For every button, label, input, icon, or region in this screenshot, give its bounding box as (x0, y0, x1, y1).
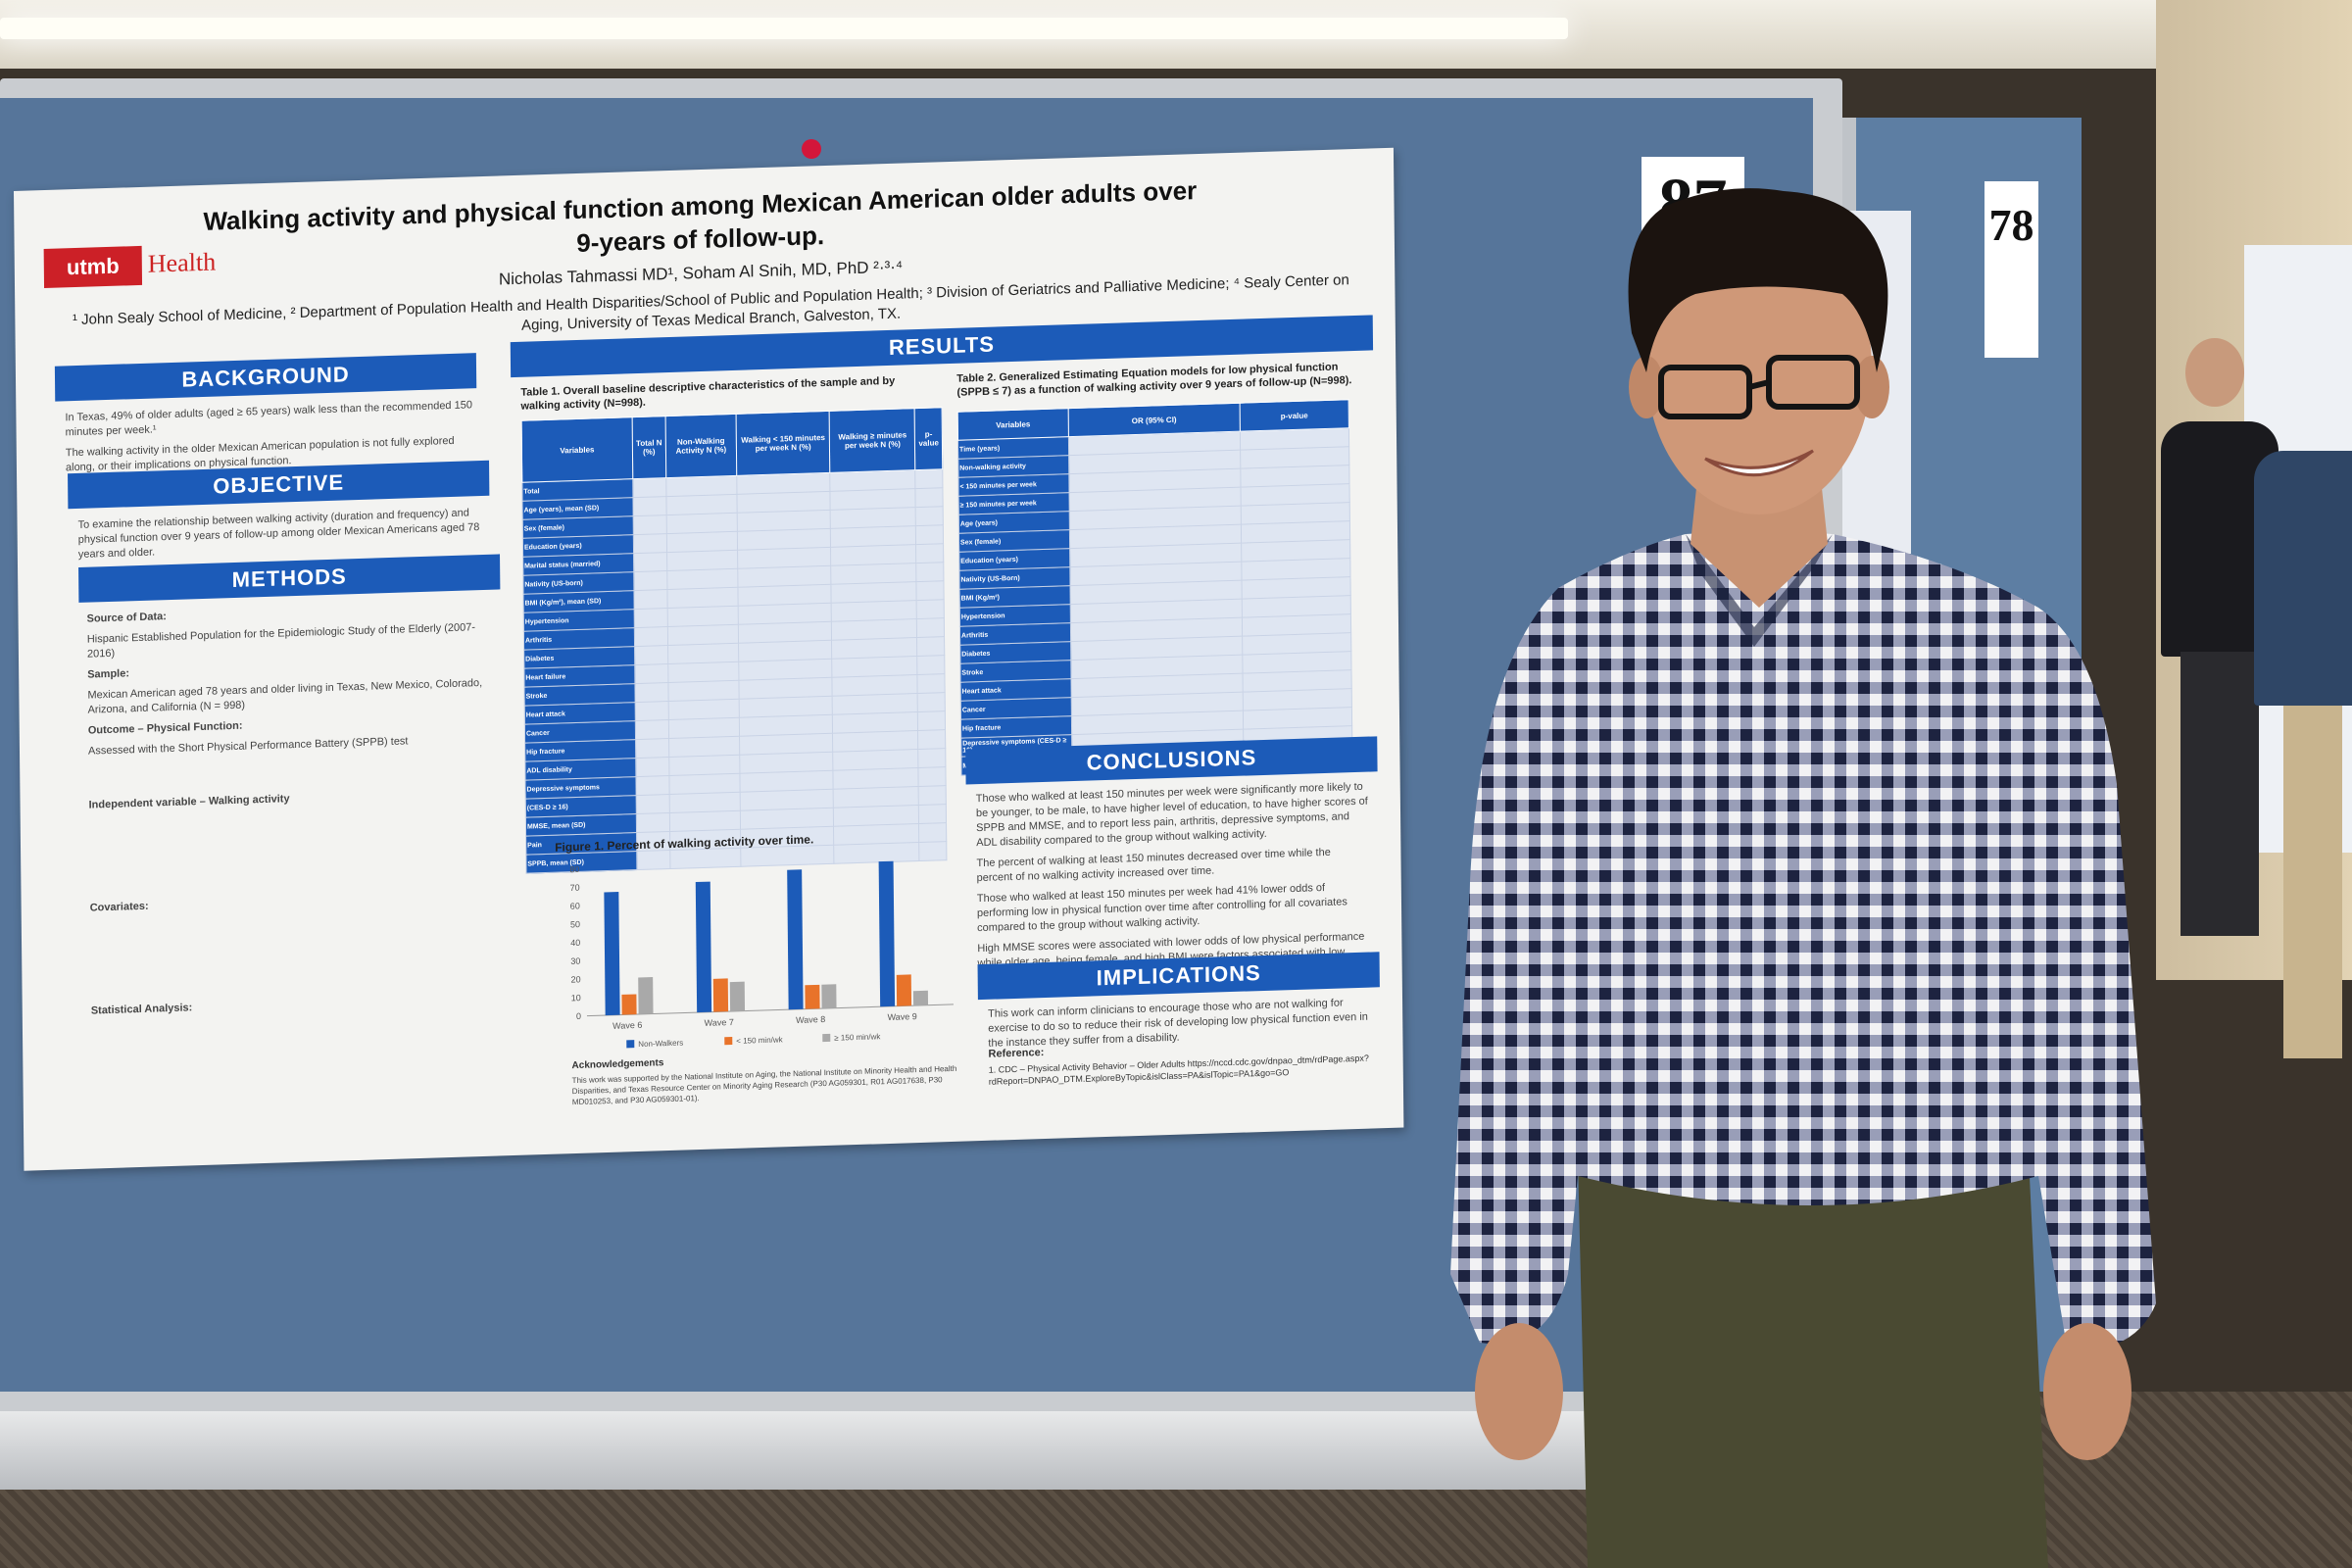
bar (621, 994, 637, 1015)
presenter-left-ear (1629, 356, 1664, 418)
y-tick-label: 30 (570, 956, 580, 966)
y-tick-label: 60 (570, 901, 580, 910)
bar (878, 860, 896, 1007)
y-tick-label: 80 (569, 864, 579, 874)
y-tick-label: 50 (570, 919, 580, 929)
x-tick-label: Wave 8 (796, 1014, 825, 1025)
legend-swatch (822, 1033, 831, 1043)
push-pin-icon (802, 139, 821, 159)
legend-label: ≥ 150 min/wk (834, 1032, 881, 1043)
bar (604, 892, 620, 1016)
presenter-right-ear (1854, 356, 1889, 418)
bar (912, 990, 929, 1006)
bar (805, 984, 820, 1009)
legend-label: Non-Walkers (638, 1039, 683, 1049)
presenter-pants (1578, 1156, 2048, 1568)
y-tick-label: 20 (571, 974, 581, 984)
presenter-collar (1686, 534, 1833, 647)
bar (712, 978, 729, 1012)
legend-swatch (626, 1040, 635, 1049)
y-tick-label: 40 (570, 938, 580, 948)
presenter-shirt (1450, 529, 2156, 1352)
bar (896, 974, 912, 1006)
presenter-smile (1704, 449, 1814, 477)
presenter-hair (1628, 188, 1888, 372)
y-tick-label: 0 (576, 1011, 581, 1021)
y-tick-label: 70 (570, 883, 580, 893)
x-tick-label: Wave 9 (888, 1011, 917, 1022)
bar (695, 881, 712, 1013)
presenter-left-hand (1475, 1323, 1563, 1460)
legend-swatch (724, 1037, 733, 1046)
ceiling-light (0, 18, 1568, 39)
neighbor-booth-number-card: 78 (1984, 181, 2038, 358)
x-tick-label: Wave 6 (612, 1020, 642, 1031)
presenter-glasses (1658, 355, 1860, 419)
figure1-chart: 0 10 20 30 40 50 60 70 80 Wave 6 Wave 7 Wave 8 Wave … (569, 860, 954, 1049)
y-tick-label: 10 (571, 993, 581, 1003)
x-tick-label: Wave 7 (705, 1017, 734, 1028)
neighbor-booth-number: 78 (1988, 200, 2034, 250)
research-poster: utmb Health Walking activity and physica… (14, 147, 1404, 1171)
bar (821, 984, 837, 1009)
background-person-2 (2244, 392, 2352, 1058)
bar (729, 981, 746, 1012)
presenter-right-hand (2043, 1323, 2132, 1460)
legend-label: < 150 min/wk (736, 1035, 783, 1046)
bar (638, 977, 654, 1015)
presenter-face (1646, 220, 1872, 514)
ceiling (0, 0, 2352, 69)
bar (787, 869, 804, 1010)
